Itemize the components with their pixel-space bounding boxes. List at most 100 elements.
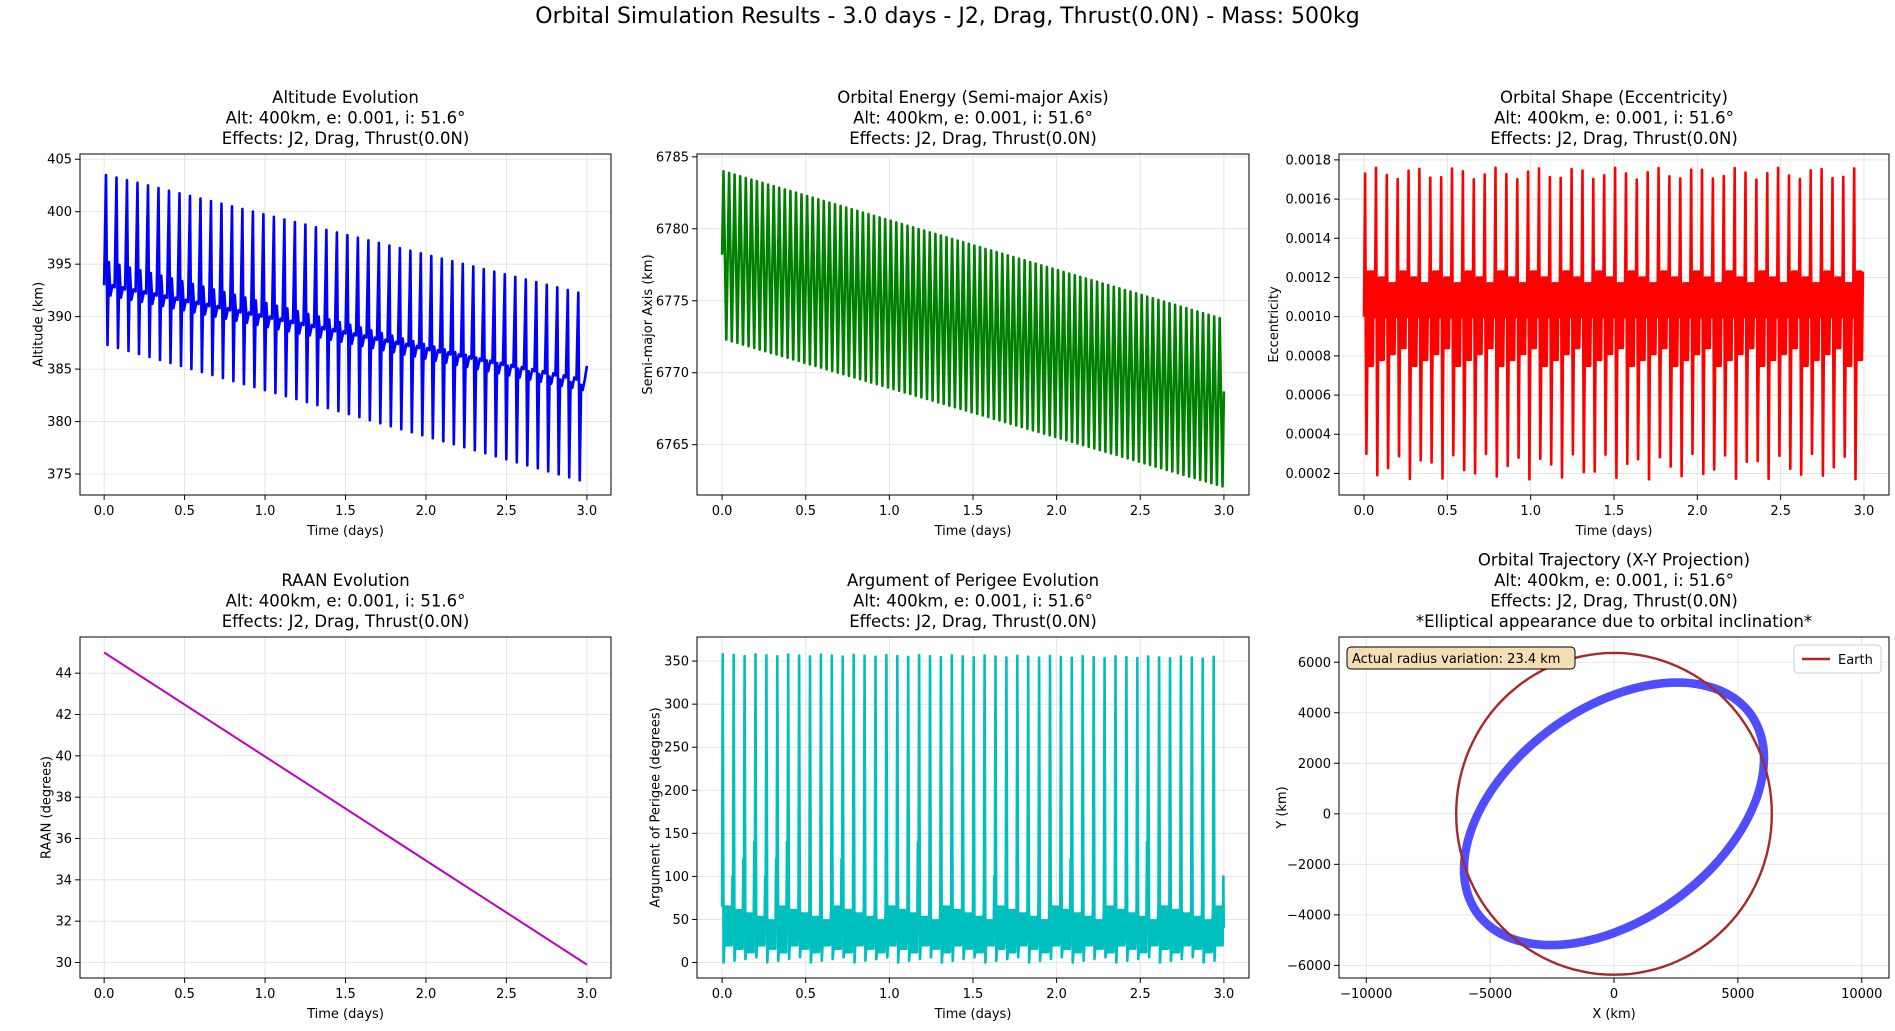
- plot-area: [1362, 166, 1865, 481]
- y-tick-label: −4000: [1287, 908, 1331, 923]
- x-tick-label: 2.0: [1687, 504, 1708, 519]
- x-tick-label: 2.5: [496, 987, 517, 1002]
- x-tick-label: 0.5: [1437, 504, 1458, 519]
- chart-panel-2: 0.0 0.5 1.0 1.5 2.0 2.5 3.0 6765 6770 6775 6780 678…: [641, 88, 1250, 539]
- y-tick-label: 250: [664, 741, 689, 756]
- figure-title: Orbital Simulation Results - 3.0 days - …: [535, 4, 1360, 29]
- chart-panel-5: 0.0 0.5 1.0 1.5 2.0 2.5 3.0 0 50 100 150 200 250 300 3…: [649, 571, 1250, 1022]
- y-tick-label: 375: [47, 468, 72, 483]
- x-tick-label: 1.0: [1520, 504, 1541, 519]
- annotation-bg: [1346, 646, 1576, 670]
- x-tick-label: 0.0: [94, 987, 115, 1002]
- y-tick-label: 44: [55, 667, 72, 682]
- x-tick-label: 0.5: [795, 987, 816, 1002]
- chart-title-line: *Elliptical appearance due to orbital in…: [1416, 612, 1812, 631]
- y-tick-label: 0.0004: [1286, 428, 1332, 443]
- x-tick-label: 0.0: [712, 987, 733, 1002]
- y-tick-label: 0.0008: [1286, 349, 1332, 364]
- y-tick-label: 0.0010: [1286, 310, 1332, 325]
- x-axis-label: Time (days): [1575, 524, 1653, 539]
- x-tick-label: 2.0: [1046, 504, 1067, 519]
- chart-title-line: Effects: J2, Drag, Thrust(0.0N): [222, 612, 470, 631]
- y-tick-label: 350: [664, 655, 689, 670]
- y-tick-label: 38: [55, 791, 72, 806]
- y-tick-label: 0.0006: [1286, 389, 1332, 404]
- plot-area: [720, 170, 1226, 488]
- x-tick-label: 3.0: [577, 504, 598, 519]
- plot-area: [102, 173, 589, 482]
- series-line: [720, 652, 1225, 964]
- x-tick-label: 3.0: [1854, 504, 1875, 519]
- x-axis-label: Time (days): [934, 524, 1012, 539]
- y-axis-label: Eccentricity: [1267, 286, 1282, 363]
- y-tick-label: 0: [681, 956, 689, 971]
- x-axis-label: Time (days): [934, 1007, 1012, 1022]
- y-tick-label: 390: [47, 310, 72, 325]
- y-tick-label: 30: [55, 956, 72, 971]
- y-tick-label: −2000: [1287, 858, 1331, 873]
- chart-title-line: Orbital Trajectory (X-Y Projection): [1478, 551, 1750, 570]
- x-tick-label: −5000: [1468, 987, 1512, 1002]
- chart-title-line: Alt: 400km, e: 0.001, i: 51.6°: [1494, 109, 1734, 128]
- chart-title-line: Effects: J2, Drag, Thrust(0.0N): [849, 129, 1097, 148]
- y-tick-label: 6770: [656, 366, 689, 381]
- x-tick-label: 2.0: [416, 504, 437, 519]
- plot-area: [1454, 651, 1773, 976]
- x-tick-label: 2.5: [1130, 504, 1151, 519]
- orbit-band-inner: [1468, 686, 1760, 941]
- x-tick-label: 1.0: [255, 504, 276, 519]
- chart-title-line: Effects: J2, Drag, Thrust(0.0N): [849, 612, 1097, 631]
- y-axis-label: Argument of Perigee (degrees): [649, 707, 664, 907]
- x-tick-label: −10000: [1340, 987, 1392, 1002]
- y-tick-label: 34: [55, 873, 72, 888]
- y-tick-label: 42: [55, 708, 72, 723]
- x-tick-label: 2.5: [1770, 504, 1791, 519]
- chart-title-line: Effects: J2, Drag, Thrust(0.0N): [222, 129, 470, 148]
- y-tick-label: 50: [672, 913, 689, 928]
- y-tick-label: 0.0002: [1286, 467, 1332, 482]
- x-tick-label: 0.5: [174, 987, 195, 1002]
- y-tick-label: 0: [1323, 807, 1331, 822]
- x-tick-label: 0.0: [712, 504, 733, 519]
- annotation-box: Actual radius variation: 23.4 km: [1346, 646, 1576, 670]
- x-tick-label: 0.0: [94, 504, 115, 519]
- chart-title-line: Orbital Energy (Semi-major Axis): [837, 88, 1109, 107]
- x-tick-label: 3.0: [1214, 504, 1235, 519]
- chart-title-line: Alt: 400km, e: 0.001, i: 51.6°: [1494, 571, 1734, 590]
- y-tick-label: 0.0018: [1286, 153, 1332, 168]
- x-tick-label: 0: [1610, 987, 1618, 1002]
- y-tick-label: 2000: [1298, 757, 1331, 772]
- x-tick-label: 5000: [1721, 987, 1754, 1002]
- y-tick-label: 200: [664, 784, 689, 799]
- x-tick-label: 1.5: [335, 504, 356, 519]
- chart-title-line: Orbital Shape (Eccentricity): [1500, 88, 1728, 107]
- y-tick-label: 400: [47, 205, 72, 220]
- x-axis-label: Time (days): [306, 1007, 384, 1022]
- chart-title-line: Effects: J2, Drag, Thrust(0.0N): [1490, 129, 1738, 148]
- y-tick-label: −6000: [1287, 959, 1331, 974]
- x-tick-label: 1.0: [879, 504, 900, 519]
- x-tick-label: 1.5: [963, 504, 984, 519]
- plot-area: [103, 651, 588, 966]
- annotation-text: Actual radius variation: 23.4 km: [1352, 652, 1560, 667]
- y-tick-label: 0.0012: [1286, 271, 1332, 286]
- chart-panel-3: 0.0 0.5 1.0 1.5 2.0 2.5 3.0 0.0002 0.0004 0.0006 0…: [1267, 88, 1890, 539]
- y-tick-label: 0.0016: [1286, 193, 1332, 208]
- y-tick-label: 36: [55, 832, 72, 847]
- chart-title-line: Argument of Perigee Evolution: [847, 571, 1099, 590]
- y-axis-label: Altitude (km): [32, 282, 47, 367]
- y-tick-label: 395: [47, 258, 72, 273]
- chart-title-line: Alt: 400km, e: 0.001, i: 51.6°: [226, 109, 466, 128]
- x-tick-label: 10000: [1841, 987, 1882, 1002]
- x-tick-label: 1.0: [879, 987, 900, 1002]
- chart-panel-1: 0.0 0.5 1.0 1.5 2.0 2.5 3.0 375 380 385 390 395 400 4…: [32, 88, 612, 539]
- chart-title-line: Effects: J2, Drag, Thrust(0.0N): [1490, 592, 1738, 611]
- y-tick-label: 4000: [1298, 706, 1331, 721]
- y-tick-label: 405: [47, 153, 72, 168]
- y-tick-label: 100: [664, 870, 689, 885]
- x-tick-label: 1.5: [335, 987, 356, 1002]
- chart-title-line: Alt: 400km, e: 0.001, i: 51.6°: [853, 592, 1093, 611]
- x-tick-label: 1.5: [963, 987, 984, 1002]
- chart-title-line: RAAN Evolution: [281, 571, 409, 590]
- y-axis-label: RAAN (degrees): [39, 756, 54, 859]
